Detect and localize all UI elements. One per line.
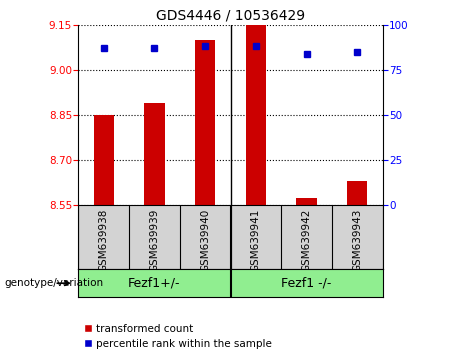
Title: GDS4446 / 10536429: GDS4446 / 10536429 [156,8,305,22]
Text: GSM639943: GSM639943 [352,209,362,272]
Legend: transformed count, percentile rank within the sample: transformed count, percentile rank withi… [83,324,272,349]
Text: genotype/variation: genotype/variation [5,278,104,288]
Text: Fezf1 -/-: Fezf1 -/- [281,277,332,290]
Bar [195,40,215,205]
Text: GSM639939: GSM639939 [149,209,160,272]
Text: GSM639942: GSM639942 [301,209,312,272]
Bar [94,115,114,205]
Bar [144,103,165,205]
Bar [246,25,266,205]
Text: GSM639938: GSM639938 [99,209,109,272]
Bar [296,198,317,205]
Text: Fezf1+/-: Fezf1+/- [128,277,181,290]
Text: GSM639940: GSM639940 [200,209,210,272]
Bar [347,181,367,205]
Text: GSM639941: GSM639941 [251,209,261,272]
